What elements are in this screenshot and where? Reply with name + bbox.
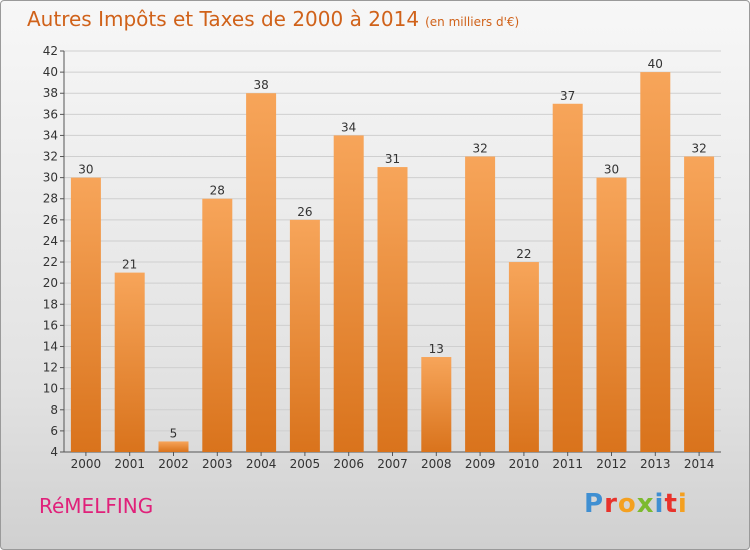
data-label: 22 bbox=[516, 247, 531, 261]
logo-letter: r bbox=[604, 489, 618, 519]
y-tick-label: 32 bbox=[43, 150, 58, 164]
bar bbox=[684, 156, 715, 453]
y-tick-label: 6 bbox=[50, 424, 58, 438]
y-tick-label: 20 bbox=[43, 276, 58, 290]
x-tick-label: 2002 bbox=[158, 457, 189, 471]
proxiti-logo: Proxiti bbox=[584, 489, 688, 519]
data-label: 30 bbox=[78, 163, 93, 177]
y-tick-label: 12 bbox=[43, 361, 58, 375]
bar bbox=[552, 103, 583, 453]
data-label: 38 bbox=[253, 78, 268, 92]
data-label: 31 bbox=[385, 152, 400, 166]
chart-subtitle: (en milliers d'€) bbox=[425, 15, 520, 29]
x-tick-label: 2012 bbox=[596, 457, 627, 471]
data-label: 30 bbox=[604, 163, 619, 177]
y-tick-label: 18 bbox=[43, 297, 58, 311]
data-label: 40 bbox=[648, 57, 663, 71]
y-tick-label: 36 bbox=[43, 107, 58, 121]
data-label: 32 bbox=[691, 142, 706, 156]
y-tick-label: 34 bbox=[43, 128, 58, 142]
x-tick-label: 2010 bbox=[509, 457, 540, 471]
y-tick-label: 10 bbox=[43, 382, 58, 396]
y-tick-label: 4 bbox=[50, 445, 58, 459]
logo-letter: i bbox=[654, 489, 665, 519]
data-label: 34 bbox=[341, 120, 356, 134]
y-tick-label: 24 bbox=[43, 234, 58, 248]
bar bbox=[596, 177, 627, 452]
bar bbox=[246, 93, 277, 453]
logo-letter: x bbox=[636, 489, 655, 519]
bar bbox=[333, 135, 364, 452]
bar bbox=[508, 262, 539, 452]
logo-letter: i bbox=[677, 489, 688, 519]
bar bbox=[114, 272, 145, 452]
x-tick-label: 2001 bbox=[114, 457, 145, 471]
logo-letter: o bbox=[617, 489, 637, 519]
bar bbox=[377, 167, 408, 452]
x-tick-label: 2008 bbox=[421, 457, 452, 471]
data-label: 28 bbox=[210, 184, 225, 198]
y-tick-label: 42 bbox=[43, 44, 58, 58]
data-label: 21 bbox=[122, 258, 137, 272]
x-tick-labels: 2000 2001 2002 2003 2004 2005 2006 2007 2008 2009… bbox=[71, 457, 715, 471]
chart-title: Autres Impôts et Taxes de 2000 à 2014 (en… bbox=[27, 7, 519, 31]
y-tick-label: 14 bbox=[43, 339, 58, 353]
x-tick-label: 2005 bbox=[290, 457, 321, 471]
y-tick-label: 30 bbox=[43, 171, 58, 185]
x-tick-label: 2011 bbox=[552, 457, 583, 471]
data-labels: 30 21 5 28 38 26 34 31 13 32 22 37 30 40 32 bbox=[78, 57, 706, 440]
data-label: 13 bbox=[429, 342, 444, 356]
x-tick-label: 2004 bbox=[246, 457, 277, 471]
bar bbox=[70, 177, 101, 452]
y-tick-label: 26 bbox=[43, 213, 58, 227]
y-tick-label: 8 bbox=[50, 403, 58, 417]
bar bbox=[640, 72, 671, 453]
bar bbox=[289, 219, 320, 452]
x-tick-label: 2003 bbox=[202, 457, 233, 471]
y-tick-label: 22 bbox=[43, 255, 58, 269]
logo-letter: t bbox=[664, 489, 678, 519]
data-label: 32 bbox=[472, 142, 487, 156]
x-tick-label: 2014 bbox=[684, 457, 715, 471]
x-tick-label: 2007 bbox=[377, 457, 408, 471]
y-tick-label: 40 bbox=[43, 65, 58, 79]
bars bbox=[70, 72, 715, 453]
place-name: RéMELFING bbox=[39, 494, 154, 518]
chart-title-text: Autres Impôts et Taxes de 2000 à 2014 bbox=[27, 7, 420, 31]
data-label: 37 bbox=[560, 89, 575, 103]
data-label: 26 bbox=[297, 205, 312, 219]
bar bbox=[465, 156, 496, 453]
y-tick-labels: 4 6 8 10 12 14 16 18 20 22 24 26 28 30 32 34 36 38 40 42 bbox=[43, 44, 58, 459]
x-tick-label: 2013 bbox=[640, 457, 671, 471]
y-tick-label: 16 bbox=[43, 318, 58, 332]
bar bbox=[202, 198, 233, 452]
y-tick-label: 28 bbox=[43, 192, 58, 206]
x-tick-label: 2000 bbox=[71, 457, 102, 471]
x-tick-label: 2009 bbox=[465, 457, 496, 471]
data-label: 5 bbox=[170, 426, 178, 440]
logo-letter: P bbox=[584, 489, 605, 519]
bar bbox=[421, 357, 452, 452]
y-tick-label: 38 bbox=[43, 86, 58, 100]
x-tick-label: 2006 bbox=[333, 457, 364, 471]
bar bbox=[158, 441, 189, 452]
